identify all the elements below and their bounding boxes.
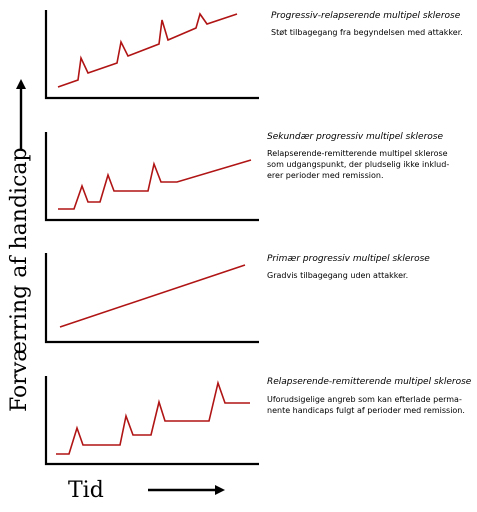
panel-rrms: Relapserende-remitterende multipel skler… (44, 376, 472, 466)
panel-rrms-curve (56, 380, 250, 455)
panel-spms-desc-line: Relapserende-remitterende multipel skler… (267, 149, 448, 158)
panel-spms-curve (58, 159, 252, 210)
panel-spms: Sekundær progressiv multipel sklerose Re… (44, 132, 449, 222)
x-axis-label-group: Tid (68, 478, 225, 503)
panel-rrms-axes (44, 376, 259, 466)
panel-rrms-desc-line: Uforudsigelige angreb som kan efterlade … (267, 395, 462, 404)
panel-prms: Progressiv-relapserende multipel skleros… (44, 10, 463, 100)
panel-ppms-title: Primær progressiv multipel sklerose (267, 254, 430, 264)
panel-spms-title: Sekundær progressiv multipel sklerose (267, 132, 443, 142)
panel-rrms-title: Relapserende-remitterende multipel skler… (267, 377, 472, 387)
panel-ppms-desc-line: Gradvis tilbagegang uden attakker. (267, 271, 408, 280)
panel-spms-axes (44, 132, 259, 222)
panel-rrms-desc-line: nente handicaps fulgt af perioder med re… (267, 406, 465, 415)
panel-prms-desc-line: Støt tilbagegang fra begyndelsen med att… (271, 28, 463, 37)
y-axis-label: Forværring af handicap (7, 147, 32, 412)
y-axis-label-group: Forværring af handicap (7, 79, 32, 412)
panel-ppms-axes (44, 253, 259, 344)
panel-spms-desc-line: erer perioder med remission. (267, 171, 383, 180)
x-axis-label: Tid (68, 478, 104, 503)
panel-prms-title: Progressiv-relapserende multipel skleros… (271, 11, 461, 21)
panel-ppms-curve (59, 264, 246, 328)
panel-prms-curve (57, 12, 238, 88)
panel-spms-desc-line: som udgangspunkt, der pludselig ikke ink… (267, 160, 449, 169)
panel-prms-axes (44, 10, 259, 100)
panel-ppms: Primær progressiv multipel sklerose Grad… (44, 253, 430, 344)
